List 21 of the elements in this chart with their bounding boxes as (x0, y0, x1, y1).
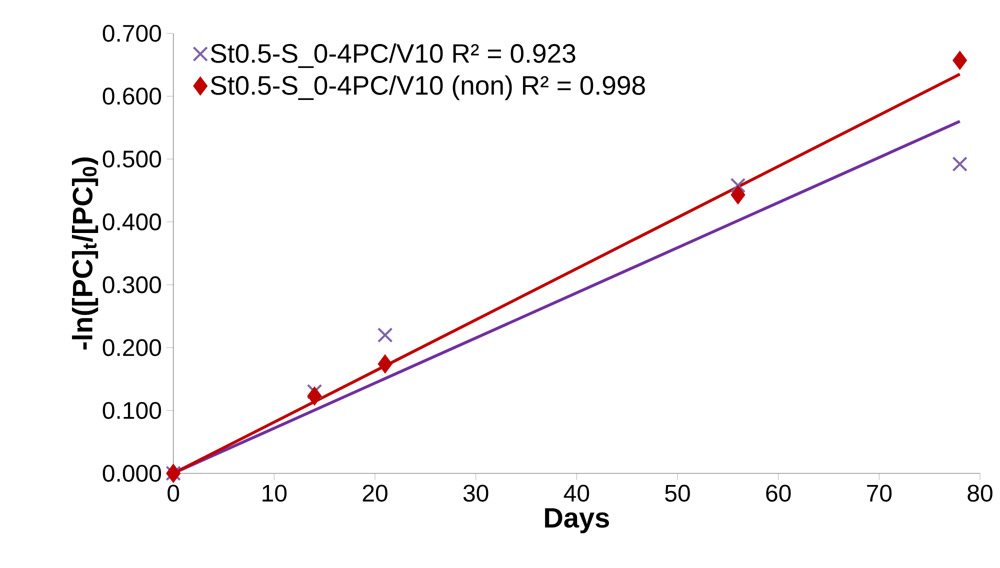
x-tick-label: 0 (168, 484, 180, 502)
y-tick-label: 0.200 (102, 339, 162, 356)
x-tick-label: 40 (564, 484, 590, 502)
y-tick-label: 0.300 (102, 276, 162, 294)
x-tick-label: 80 (968, 484, 992, 502)
x-tick-label: 30 (463, 484, 488, 502)
x-tick-label: 20 (362, 484, 388, 502)
y-tick-label: 0.100 (102, 402, 162, 419)
x-axis-title: Days (545, 508, 609, 534)
x-tick-label: 70 (867, 484, 892, 502)
x-tick-label: 10 (262, 484, 287, 502)
y-tick-label: 0.500 (102, 150, 162, 168)
y-tick-label: 0.000 (102, 464, 162, 482)
y-tick-label: 0.400 (102, 213, 162, 230)
y-tick-label: 0.600 (102, 88, 162, 105)
legend-label: St0.5-S_0-4PC/V10 (non) R² = 0.998 (210, 75, 645, 100)
y-tick-label: 0.700 (102, 24, 162, 42)
x-tick-label: 60 (766, 484, 791, 502)
x-tick-label: 50 (665, 484, 690, 502)
y-axis-title: -ln([PC]$_{t}$/[PC]$_{0}$) (72, 157, 98, 350)
legend-label: St0.5-S_0-4PC/V10 R² = 0.923 (210, 43, 576, 68)
